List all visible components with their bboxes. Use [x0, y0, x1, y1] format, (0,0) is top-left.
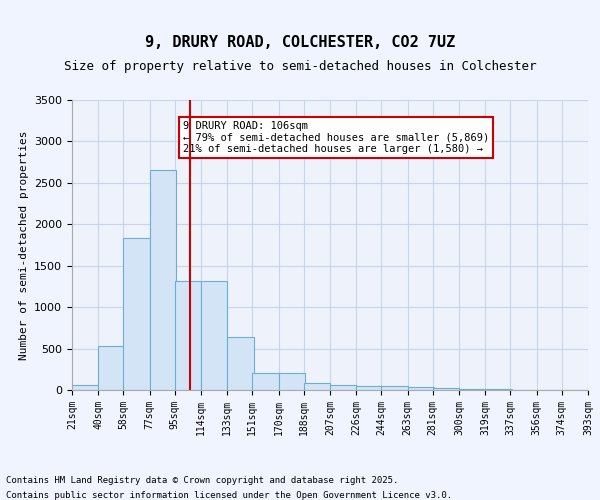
- Bar: [356, 386, 383, 390]
- Bar: [253, 372, 278, 390]
- Bar: [201, 282, 227, 390]
- Bar: [382, 386, 407, 390]
- Bar: [72, 385, 98, 390]
- Bar: [98, 346, 125, 390]
- Bar: [304, 382, 330, 390]
- Bar: [175, 282, 201, 390]
- Bar: [124, 238, 149, 390]
- Text: Contains HM Land Registry data © Crown copyright and database right 2025.: Contains HM Land Registry data © Crown c…: [6, 476, 398, 485]
- Bar: [227, 337, 254, 390]
- Text: 9 DRURY ROAD: 106sqm
← 79% of semi-detached houses are smaller (5,869)
21% of se: 9 DRURY ROAD: 106sqm ← 79% of semi-detac…: [183, 120, 489, 154]
- Bar: [485, 389, 512, 390]
- Bar: [330, 386, 356, 390]
- Text: Contains public sector information licensed under the Open Government Licence v3: Contains public sector information licen…: [6, 491, 452, 500]
- Text: 9, DRURY ROAD, COLCHESTER, CO2 7UZ: 9, DRURY ROAD, COLCHESTER, CO2 7UZ: [145, 35, 455, 50]
- Y-axis label: Number of semi-detached properties: Number of semi-detached properties: [19, 130, 29, 360]
- Bar: [149, 170, 176, 390]
- Bar: [278, 372, 305, 390]
- Text: Size of property relative to semi-detached houses in Colchester: Size of property relative to semi-detach…: [64, 60, 536, 73]
- Bar: [407, 387, 434, 390]
- Bar: [433, 388, 459, 390]
- Bar: [459, 389, 485, 390]
